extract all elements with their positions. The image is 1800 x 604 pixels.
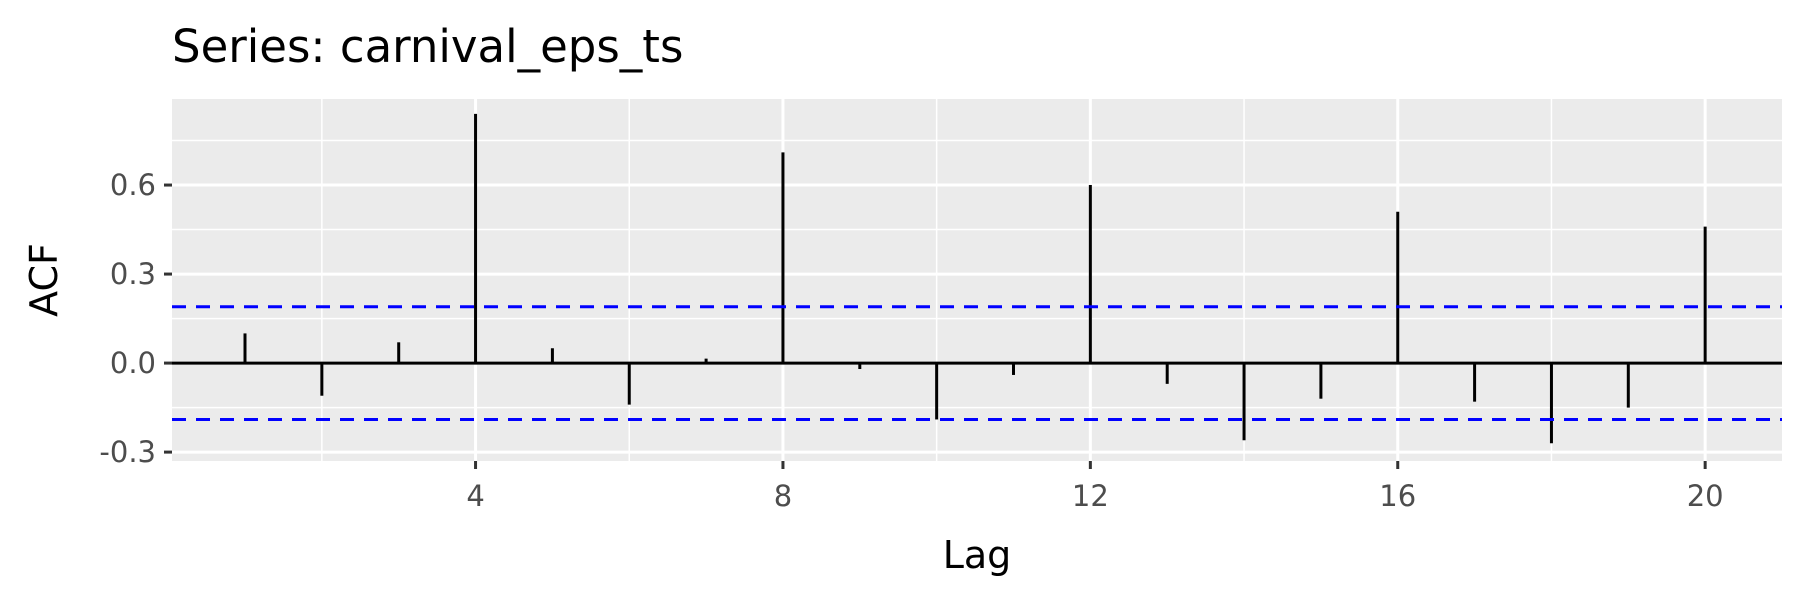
plot-panel [172,99,1782,461]
x-axis-title: Lag [943,533,1012,577]
y-tick-label: -0.3 [99,435,156,469]
y-tick-label: 0.3 [110,257,156,291]
x-tick-label: 16 [1379,479,1416,513]
x-axis: 4 8 12 16 20 [466,461,1724,513]
acf-bars [243,113,1707,444]
x-tick-label: 12 [1072,479,1109,513]
y-axis: -0.3 0.0 0.3 0.6 [99,168,172,469]
x-tick-label: 8 [774,479,792,513]
y-axis-title: ACF [22,243,66,317]
x-tick-label: 20 [1687,479,1724,513]
y-tick-label: 0.6 [110,168,156,202]
y-tick-label: 0.0 [110,346,156,380]
chart-title: Series: carnival_eps_ts [172,20,683,73]
x-tick-label: 4 [466,479,484,513]
minor-gridlines [172,99,1782,461]
